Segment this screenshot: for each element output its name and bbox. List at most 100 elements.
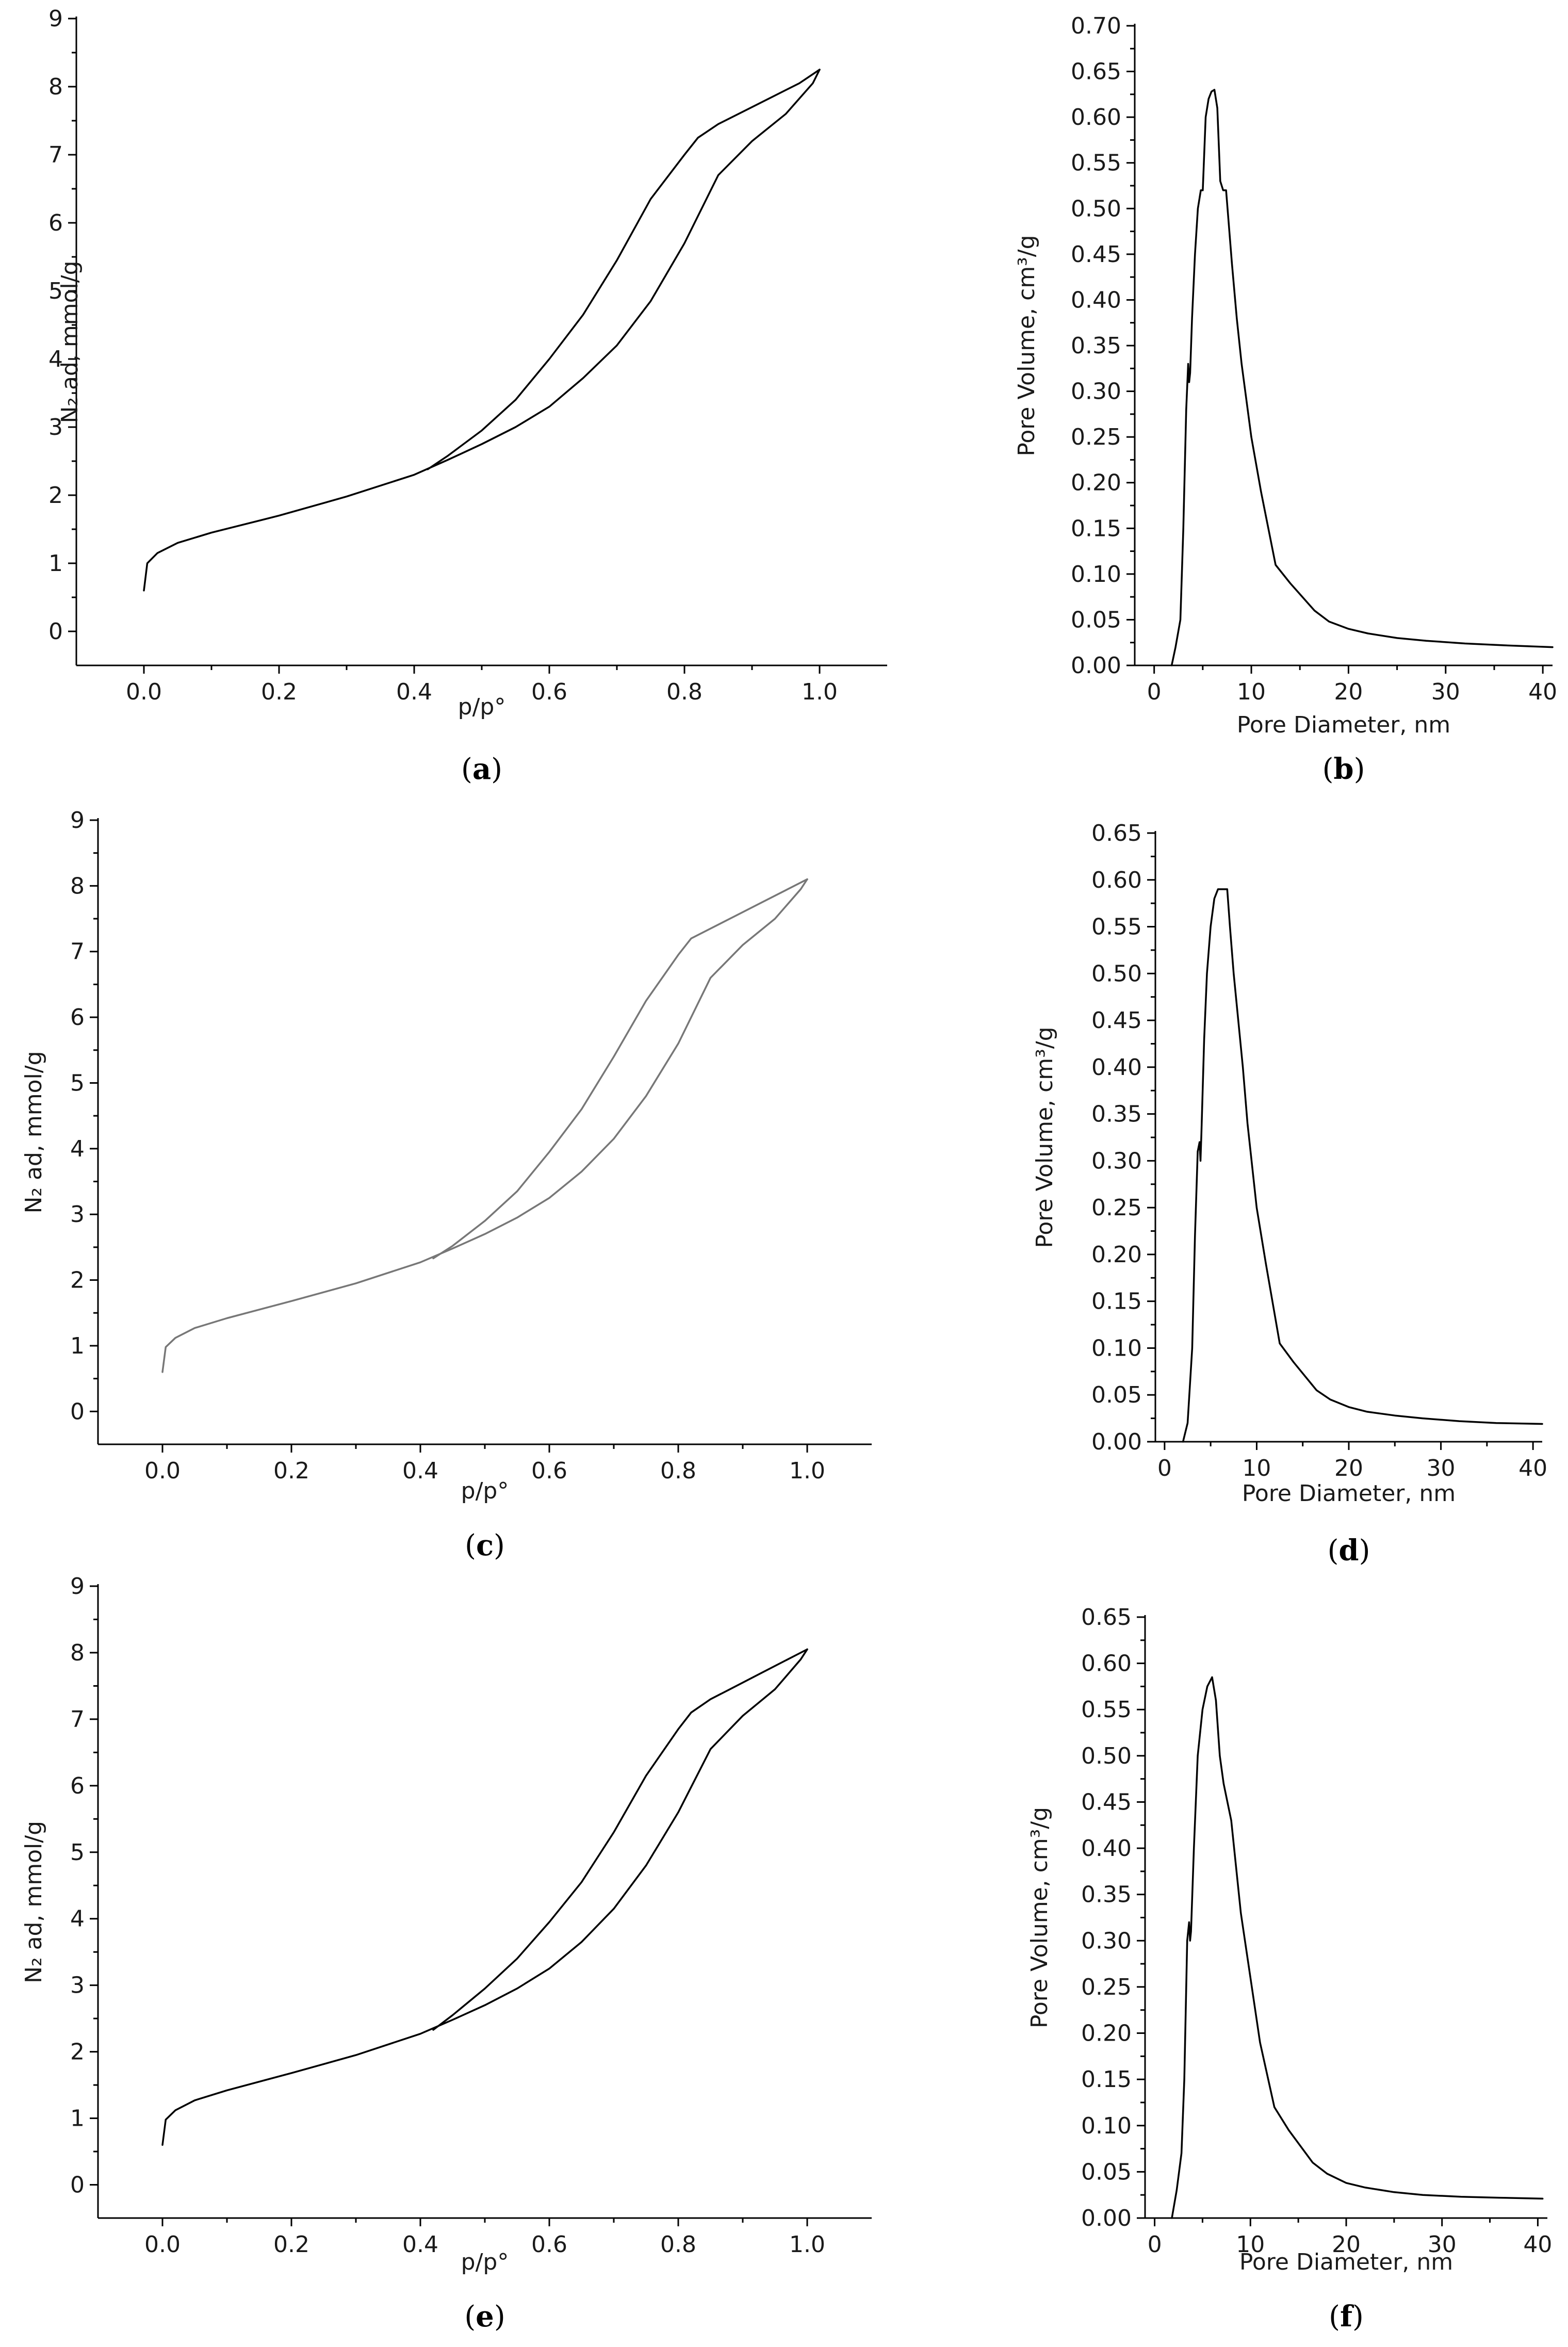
y-tick-label: 5	[70, 1070, 85, 1096]
y-tick-label: 0.00	[1081, 2205, 1132, 2231]
x-tick-label: 0.8	[660, 1458, 696, 1484]
y-tick-label: 0.40	[1081, 1835, 1132, 1862]
x-tick-label: 0	[1148, 2231, 1162, 2258]
panel-caption: (a)	[461, 752, 502, 786]
panel-b: 0 10 20 30 40 0.00 0.05 0.10 0.15 0.20 0.25 0.30 0.3…	[1014, 13, 1557, 786]
y-tick-label: 0.25	[1091, 1195, 1142, 1221]
x-tick-label: 0.6	[531, 2231, 567, 2258]
caption-letter: d	[1338, 1534, 1359, 1568]
caption-open: (	[464, 2300, 476, 2334]
y-tick-label: 4	[70, 1136, 85, 1162]
y-tick-label: 0.10	[1081, 2113, 1132, 2139]
y-axis-title: N₂ ad, mmol/g	[21, 1821, 47, 1983]
y-tick-label: 0	[48, 618, 63, 645]
x-axis-title: Pore Diameter, nm	[1239, 2249, 1453, 2275]
caption-close: )	[1354, 753, 1365, 786]
x-tick-label: 20	[1334, 1455, 1363, 1481]
panel-caption: (b)	[1322, 752, 1365, 786]
x-tick-label: 30	[1428, 2231, 1457, 2258]
y-axis-title: Pore Volume, cm³/g	[1014, 235, 1040, 456]
x-tick-label: 0.8	[660, 2231, 696, 2258]
y-tick-label: 7	[70, 939, 85, 965]
caption-open: (	[1328, 1534, 1339, 1568]
x-tick-label: 1.0	[802, 679, 838, 705]
x-tick-label: 10	[1236, 2231, 1265, 2258]
x-tick-label: 0.0	[144, 1458, 181, 1484]
series-line-adsorption	[161, 878, 808, 1373]
y-tick-label: 0.60	[1081, 1651, 1132, 1677]
y-axis-title: Pore Volume, cm³/g	[1032, 1026, 1058, 1248]
y-tick-label: 9	[48, 6, 63, 32]
y-tick-label: 1	[70, 2106, 85, 2132]
caption-letter: c	[476, 1528, 494, 1562]
y-tick-label: 0.35	[1091, 1101, 1142, 1128]
y-tick-label: 0.30	[1081, 1928, 1132, 1954]
y-tick-label: 3	[70, 1201, 85, 1228]
caption-letter: f	[1340, 2300, 1354, 2334]
y-tick-label: 3	[70, 1973, 85, 1999]
caption-close: )	[494, 1529, 505, 1562]
x-tick-label: 0.8	[666, 679, 703, 705]
y-tick-label: 0.40	[1091, 1054, 1142, 1081]
y-tick-label: 3	[48, 414, 63, 441]
panel-a: 0.0 0.2 0.4 0.6 0.8 1.0 0 1 2 3 4 5 6 7 8 9 p/p° N₂ ad, m…	[48, 6, 887, 786]
y-tick-label: 4	[70, 1906, 85, 1932]
caption-letter: a	[472, 752, 491, 786]
x-tick-label: 0.4	[402, 2231, 438, 2258]
x-axis-title: Pore Diameter, nm	[1242, 1480, 1456, 1507]
caption-open: (	[1329, 2300, 1340, 2334]
y-tick-label: 6	[70, 1773, 85, 1799]
y-tick-label: 0.45	[1071, 241, 1121, 268]
y-tick-label: 0.20	[1071, 470, 1121, 496]
series-line-desorption	[432, 878, 808, 1260]
x-axis-title: Pore Diameter, nm	[1237, 712, 1450, 738]
y-tick-label: 8	[70, 873, 85, 899]
y-tick-label: 2	[48, 482, 63, 509]
panel-caption: (c)	[465, 1528, 505, 1562]
y-tick-label: 0.50	[1071, 195, 1121, 222]
y-tick-label: 0.55	[1091, 914, 1142, 940]
x-tick-label: 1.0	[789, 2231, 825, 2258]
x-tick-label: 10	[1242, 1455, 1271, 1481]
series-line-desorption	[427, 69, 821, 470]
y-tick-label: 0.70	[1071, 13, 1121, 39]
y-tick-label: 0.00	[1071, 653, 1121, 679]
y-tick-label: 0	[70, 1398, 85, 1425]
y-tick-label: 7	[70, 1706, 85, 1733]
y-tick-label: 0.50	[1081, 1743, 1132, 1769]
y-tick-label: 0.05	[1081, 2159, 1132, 2185]
x-tick-label: 10	[1237, 679, 1266, 705]
x-tick-label: 0.0	[126, 679, 162, 705]
y-tick-label: 0.15	[1091, 1289, 1142, 1315]
y-tick-label: 2	[70, 1267, 85, 1294]
series-line-pore-size-distribution	[1182, 888, 1543, 1443]
y-tick-label: 6	[48, 210, 63, 236]
panel-e: 0.0 0.2 0.4 0.6 0.8 1.0 0 1 2 3 4 5 6 7 8 9 p/p° N₂ ad, m…	[21, 1573, 872, 2334]
x-axis-title: p/p°	[461, 2249, 509, 2275]
y-tick-label: 0.15	[1081, 2066, 1132, 2093]
caption-open: (	[461, 753, 472, 786]
y-tick-label: 0.60	[1071, 104, 1121, 131]
y-tick-label: 0.15	[1071, 515, 1121, 542]
x-tick-label: 30	[1431, 679, 1460, 705]
series-line-pore-size-distribution	[1170, 89, 1554, 666]
y-tick-label: 0.65	[1071, 59, 1121, 85]
y-tick-label: 0.25	[1081, 1974, 1132, 2000]
x-tick-label: 40	[1528, 679, 1557, 705]
y-tick-label: 5	[48, 278, 63, 304]
caption-letter: e	[476, 2300, 494, 2334]
y-tick-label: 0.30	[1071, 379, 1121, 405]
y-tick-label: 0.50	[1091, 960, 1142, 987]
y-tick-label: 0.25	[1071, 424, 1121, 450]
x-tick-label: 40	[1523, 2231, 1552, 2258]
series-line-pore-size-distribution	[1171, 1676, 1544, 2219]
y-tick-label: 8	[48, 74, 63, 100]
x-tick-label: 1.0	[789, 1458, 825, 1484]
y-tick-label: 1	[70, 1333, 85, 1359]
panel-d: 0 10 20 30 40 0.00 0.05 0.10 0.15 0.20 0.25 0.30 0.3…	[1032, 820, 1547, 1568]
y-tick-label: 0.10	[1071, 561, 1121, 588]
x-tick-label: 20	[1334, 679, 1363, 705]
y-tick-label: 0.00	[1091, 1429, 1142, 1455]
y-tick-label: 5	[70, 1839, 85, 1866]
